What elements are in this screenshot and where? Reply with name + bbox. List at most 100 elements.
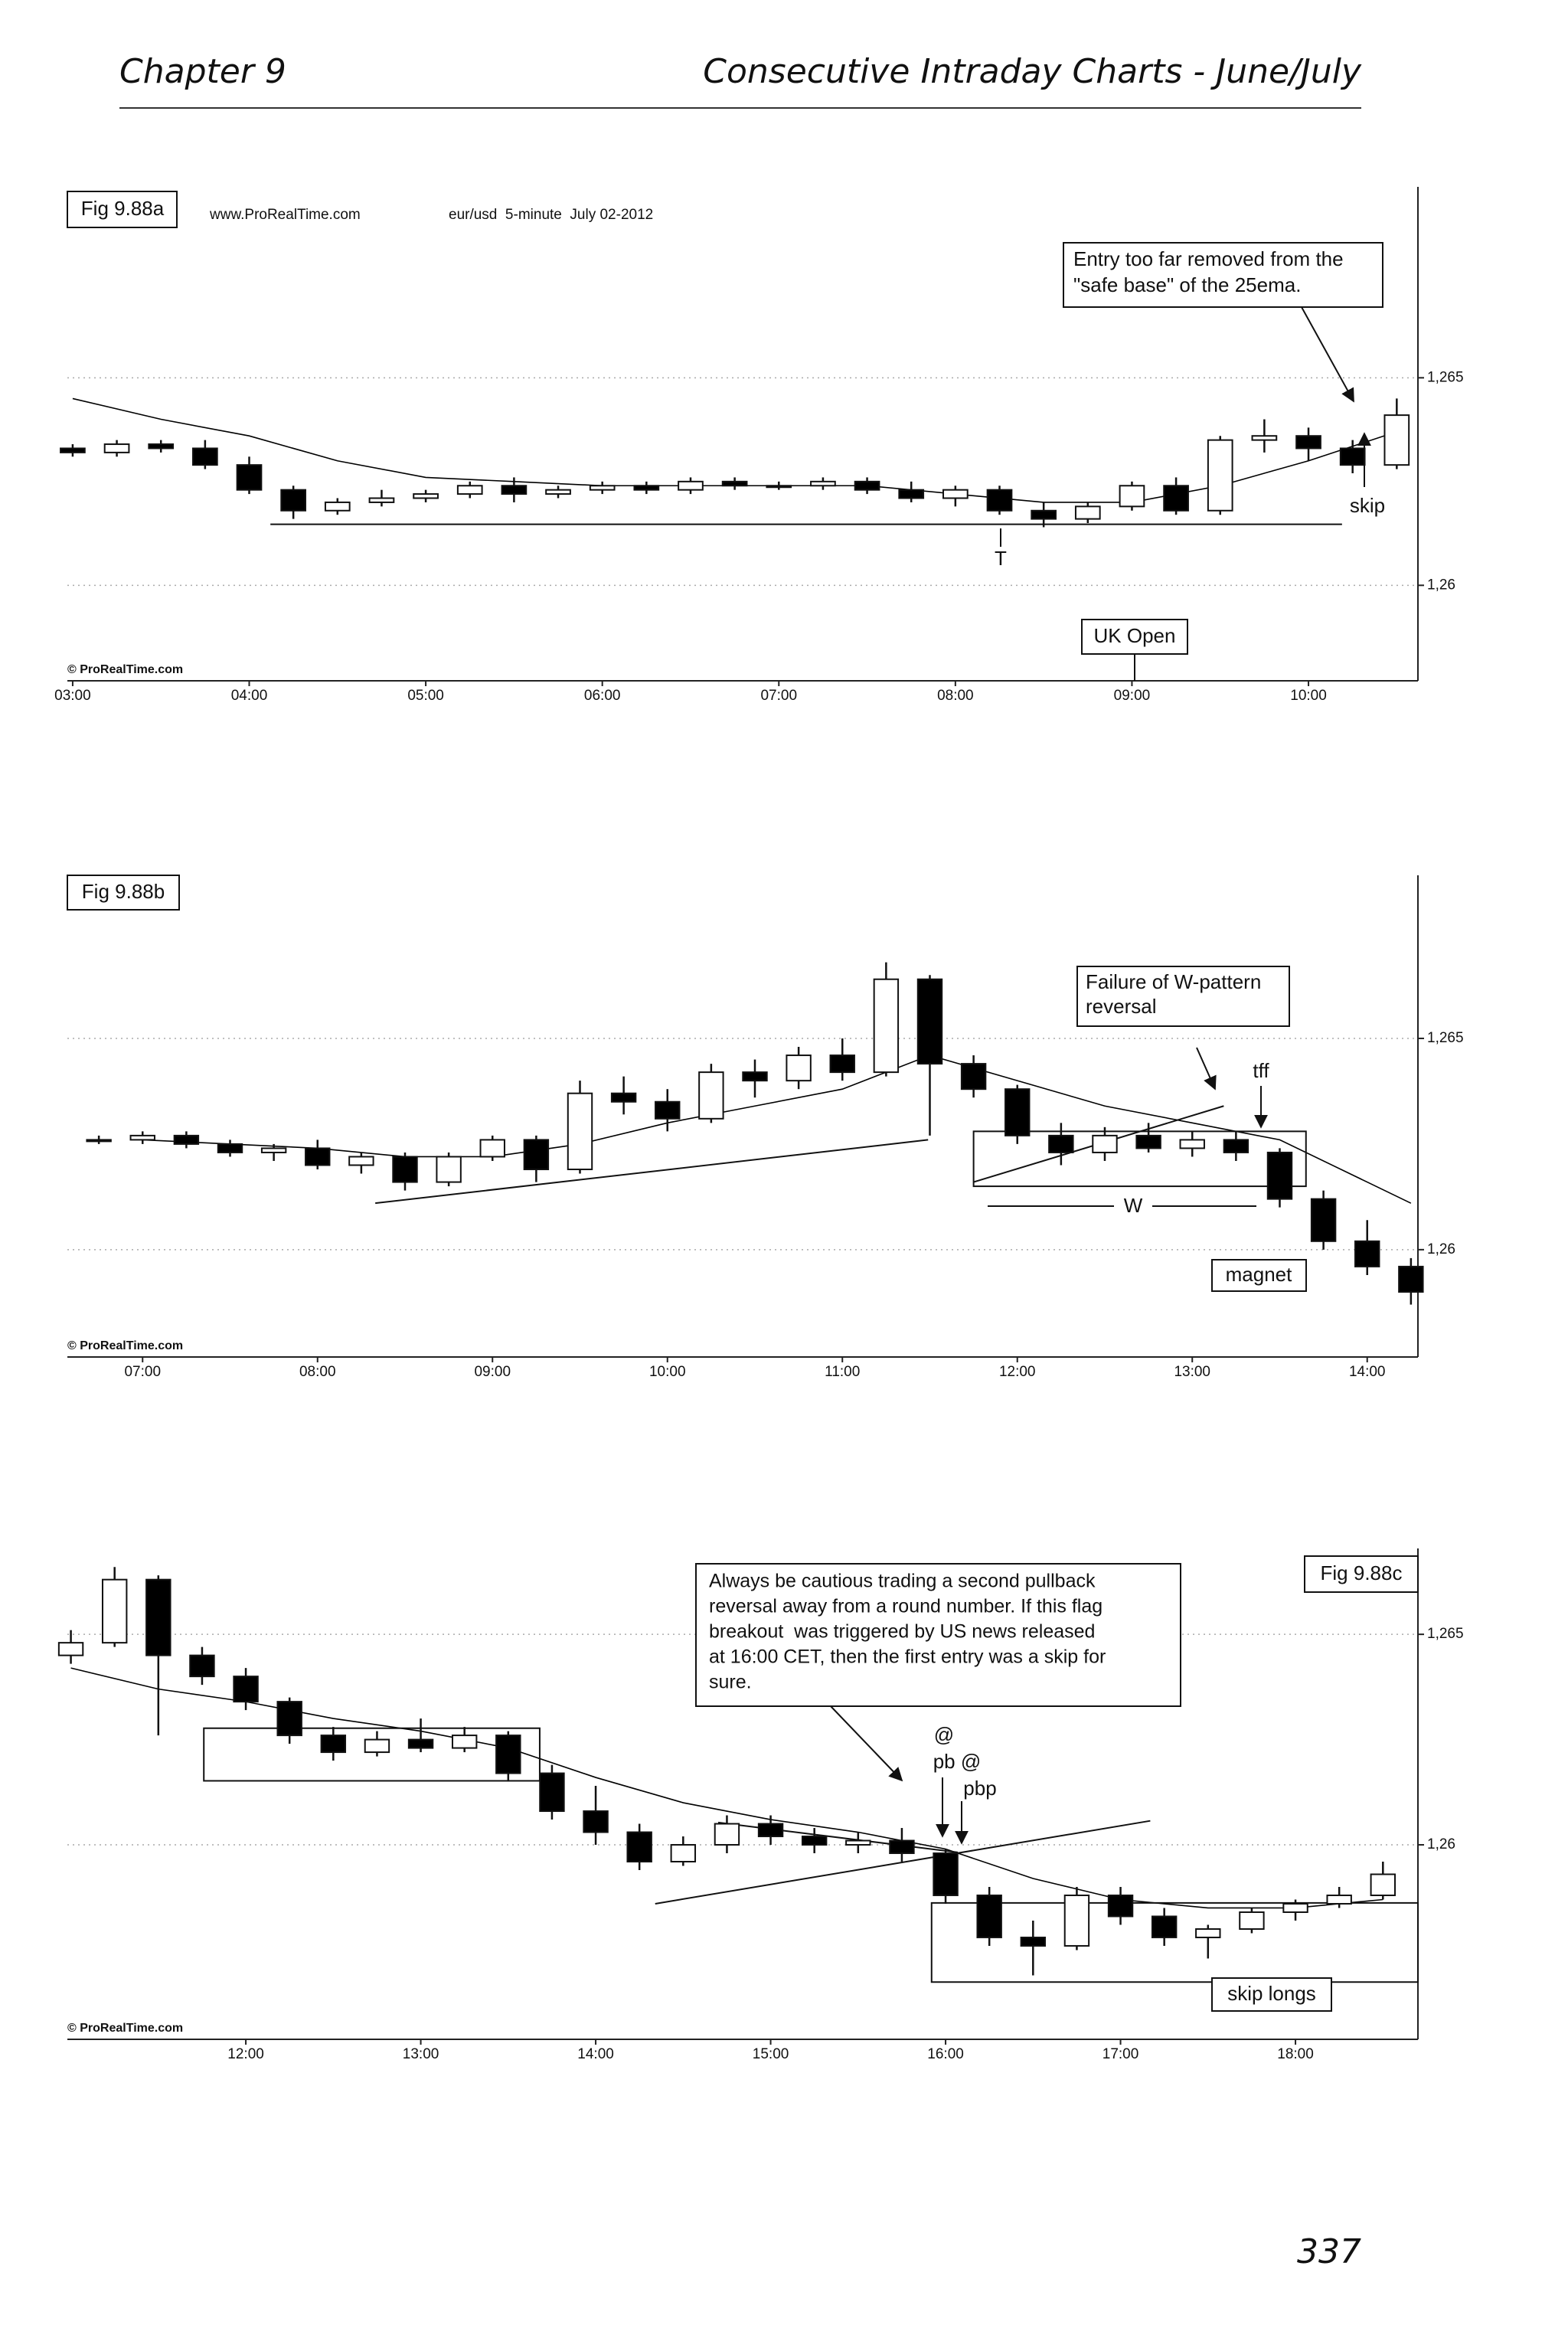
- arrow: [1301, 306, 1354, 403]
- candle-body: [57, 1642, 84, 1656]
- candle-body: [103, 443, 130, 453]
- annotation: skip: [1350, 494, 1385, 517]
- figure-label: Fig 9.88c: [1321, 1561, 1403, 1584]
- candle-body: [1163, 485, 1189, 512]
- annotation: W: [1124, 1194, 1143, 1217]
- candle-body: [742, 1071, 768, 1082]
- range-box: [972, 1130, 1307, 1188]
- candle-body: [873, 978, 900, 1074]
- figure-label-box: [67, 875, 180, 911]
- candle-body: [217, 1143, 243, 1153]
- annotation: pb @: [933, 1750, 982, 1773]
- credit: © ProRealTime.com: [67, 2022, 183, 2035]
- candle-body: [960, 1063, 987, 1090]
- candle-body: [757, 1823, 784, 1838]
- trendline: [717, 1821, 959, 1853]
- arrow: [830, 1705, 903, 1782]
- candle-body: [101, 1578, 128, 1644]
- candle-body: [942, 489, 969, 499]
- candle-body: [348, 1156, 374, 1166]
- x-tick-label: 17:00: [1102, 2046, 1139, 2062]
- x-tick-label: 03:00: [54, 688, 91, 704]
- candle-body: [192, 447, 218, 466]
- annotation: UK Open: [1094, 624, 1176, 647]
- candle-body: [1031, 509, 1057, 520]
- running-title: Consecutive Intraday Charts - June/July: [703, 52, 1362, 91]
- credit: © ProRealTime.com: [67, 1339, 183, 1352]
- x-tick-label: 09:00: [474, 1364, 511, 1380]
- figure-label-box: [67, 191, 178, 228]
- candle-body: [1048, 1134, 1074, 1153]
- y-tick-label: 1,26: [1427, 1836, 1455, 1852]
- candle-body: [495, 1735, 521, 1774]
- x-tick-label: 15:00: [753, 2046, 789, 2062]
- x-tick-label: 14:00: [1349, 1364, 1386, 1380]
- candle-body: [1310, 1198, 1337, 1242]
- candle-body: [976, 1894, 1002, 1938]
- x-tick-label: 13:00: [1174, 1364, 1210, 1380]
- ema-line: [142, 1055, 1412, 1204]
- candle-body: [786, 1055, 812, 1082]
- x-tick-label: 10:00: [649, 1364, 686, 1380]
- candle-body: [260, 1147, 287, 1153]
- annotation: breakout was triggered by US news releas…: [709, 1621, 1095, 1643]
- candle-body: [1383, 414, 1410, 466]
- candle-body: [1151, 1915, 1178, 1938]
- arrow: [1196, 1047, 1217, 1090]
- candle-body: [829, 1055, 855, 1074]
- annotation: Failure of W-pattern: [1086, 970, 1261, 993]
- candle-body: [1354, 1240, 1380, 1267]
- candle-body: [276, 1701, 302, 1737]
- candle-body: [1135, 1134, 1161, 1149]
- candle-body: [1020, 1936, 1047, 1947]
- annotation-box: [695, 1563, 1181, 1707]
- candle-body: [456, 485, 483, 495]
- annotation: T: [995, 547, 1007, 570]
- candle-body: [721, 480, 748, 487]
- candle-body: [545, 489, 571, 495]
- y-tick-label: 1,265: [1427, 1626, 1464, 1642]
- annotation-box: [1063, 242, 1383, 308]
- annotation: magnet: [1226, 1263, 1292, 1286]
- x-tick-label: 11:00: [825, 1364, 860, 1380]
- candle-body: [368, 497, 395, 503]
- candle-body: [1107, 1894, 1134, 1918]
- candle-body: [1179, 1139, 1205, 1149]
- candle-body: [539, 1772, 565, 1813]
- candle-body: [451, 1735, 478, 1749]
- candle-body: [845, 1839, 871, 1846]
- x-tick-label: 06:00: [584, 688, 621, 704]
- candle-body: [698, 1071, 724, 1120]
- candle-body: [1092, 1134, 1118, 1153]
- candle-body: [60, 447, 86, 453]
- candle-body: [1266, 1151, 1293, 1200]
- y-tick-label: 1,26: [1427, 577, 1455, 593]
- annotation: reversal away from a round number. If th…: [709, 1596, 1102, 1617]
- candle-body: [801, 1836, 828, 1846]
- candle-body: [86, 1139, 112, 1143]
- candle-body: [1207, 439, 1233, 512]
- annotation: reversal: [1086, 995, 1156, 1018]
- range-box: [203, 1727, 541, 1782]
- x-tick-label: 07:00: [124, 1364, 161, 1380]
- candle-body: [413, 493, 439, 499]
- x-tick-label: 16:00: [927, 2046, 964, 2062]
- candle-body: [501, 485, 528, 495]
- candle-body: [986, 489, 1013, 512]
- candle-body: [280, 489, 307, 512]
- annotation: tff: [1253, 1059, 1269, 1082]
- candle-body: [1251, 435, 1278, 441]
- chapter: Chapter 9: [119, 52, 286, 91]
- candle-body: [305, 1147, 331, 1166]
- x-tick-label: 12:00: [999, 1364, 1036, 1380]
- figure-label: Fig 9.88b: [82, 880, 165, 903]
- x-tick-label: 18:00: [1277, 2046, 1314, 2062]
- candle-body: [1326, 1894, 1352, 1905]
- credit: © ProRealTime.com: [67, 663, 183, 676]
- candle-body: [436, 1156, 462, 1183]
- y-tick-label: 1,265: [1427, 1030, 1464, 1046]
- candle-body: [589, 485, 616, 491]
- candle-body: [610, 1092, 637, 1103]
- x-tick-label: 05:00: [407, 688, 444, 704]
